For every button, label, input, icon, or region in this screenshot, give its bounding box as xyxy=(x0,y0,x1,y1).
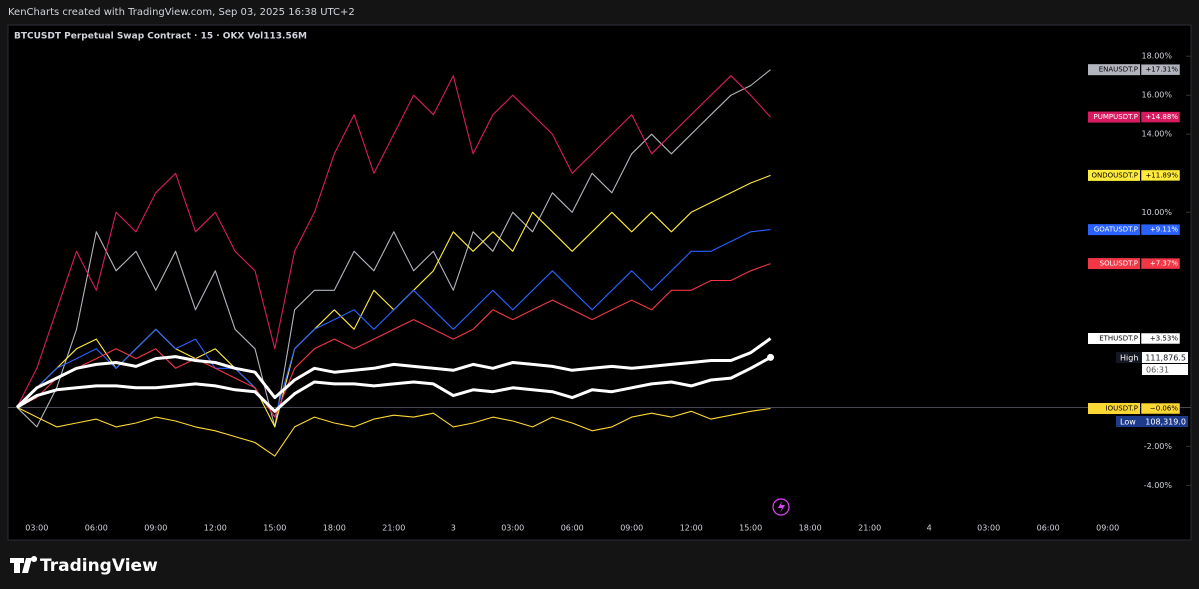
x-tick-label: 18:00 xyxy=(799,524,822,533)
x-tick-label: 12:00 xyxy=(680,524,703,533)
tag-value: +3.53% xyxy=(1150,334,1178,342)
last-point xyxy=(767,353,775,361)
tag-name-box xyxy=(1088,332,1140,344)
tags: ENAUSDT.P +17.31% PUMPUSDT.P +14.88% ONDOUSD… xyxy=(1088,63,1181,415)
tag-value: +14.88% xyxy=(1145,113,1178,121)
low-label: Low xyxy=(1120,418,1136,427)
x-tick-label: 12:00 xyxy=(204,524,227,533)
header-text: KenCharts created with TradingView.com, … xyxy=(8,7,355,18)
tag-value-box xyxy=(1140,223,1181,236)
tag-name-box xyxy=(1088,64,1140,76)
x-tick-label: 3 xyxy=(451,524,456,533)
tag-name-box xyxy=(1088,224,1140,236)
tag-value-box xyxy=(1140,402,1181,415)
tag-value-box xyxy=(1140,257,1181,270)
x-tick-label: 06:00 xyxy=(85,524,108,533)
alert-icon[interactable] xyxy=(772,498,790,516)
low-tag xyxy=(1116,416,1188,427)
chart-title: BTCUSDT Perpetual Swap Contract · 15 · O… xyxy=(14,32,307,42)
x-tick-label: 15:00 xyxy=(739,524,762,533)
countdown: 06:31 xyxy=(1146,366,1169,375)
low-value: 108,319.0 xyxy=(1145,418,1186,427)
tag-name: PUMPUSDT.P xyxy=(1094,113,1138,121)
x-tick-label: 15:00 xyxy=(263,524,286,533)
x-tick-label: 18:00 xyxy=(323,524,346,533)
x-tick-label: 09:00 xyxy=(144,524,167,533)
high-label: High xyxy=(1120,354,1138,363)
x-tick-label: 09:00 xyxy=(1096,524,1119,533)
x-tick-label: 4 xyxy=(927,524,932,533)
y-tick-label: -4.00% xyxy=(1144,481,1173,490)
alert-icon-bolt xyxy=(778,501,785,513)
footer-logo xyxy=(10,556,38,573)
tag-name: SOLUSDT.P xyxy=(1100,260,1138,268)
y-tick-label: 16.00% xyxy=(1141,91,1172,100)
series-line xyxy=(15,337,772,409)
y-tick-label: 14.00% xyxy=(1141,130,1172,139)
chart-area xyxy=(7,24,1192,541)
x-tick-label: 03:00 xyxy=(501,524,524,533)
series-line xyxy=(16,356,772,413)
x-tick-label: 06:00 xyxy=(561,524,584,533)
x-tick-label: 21:00 xyxy=(858,524,881,533)
high-value: 111,876.5 xyxy=(1145,354,1186,363)
tag-value: +7.37% xyxy=(1150,260,1178,268)
plot: 18.00% 16.00% 14.00% 10.00% -2.00% -4.00% 03:0… xyxy=(8,52,1191,533)
series-line xyxy=(16,406,771,457)
tag-name: ETHUSDT.P xyxy=(1099,334,1138,342)
tag-name-box xyxy=(1088,258,1140,270)
x-tick-label: 06:00 xyxy=(1037,524,1060,533)
tag-value-box xyxy=(1140,332,1181,345)
tag-value-box xyxy=(1140,169,1181,182)
series-line xyxy=(16,263,771,418)
high-tag xyxy=(1116,352,1188,363)
tag-name-box xyxy=(1088,403,1140,415)
y-tick-label: -2.00% xyxy=(1144,442,1173,451)
series-line xyxy=(16,75,771,408)
x-tick-label: 09:00 xyxy=(620,524,643,533)
x-tick-label: 21:00 xyxy=(382,524,405,533)
tag-value: −0.06% xyxy=(1150,405,1178,413)
tag-value: +17.31% xyxy=(1145,66,1178,74)
tag-name: ENAUSDT.P xyxy=(1099,66,1138,74)
y-tick-label: 18.00% xyxy=(1141,52,1172,61)
price-tags: High 111,876.5 06:31 Low 108,319.0 xyxy=(1116,352,1188,427)
tag-value: +11.89% xyxy=(1145,171,1178,179)
countdown-tag xyxy=(1142,364,1188,375)
tag-name-box xyxy=(1088,111,1140,123)
tag-value-box xyxy=(1140,111,1181,123)
tag-name: GOATUSDT.P xyxy=(1094,226,1138,234)
y-tick-label: 10.00% xyxy=(1141,208,1172,217)
footer-text: TradingView xyxy=(40,556,158,576)
tag-name: ONDOUSDT.P xyxy=(1092,171,1139,179)
series-line xyxy=(16,229,771,418)
x-tick-label: 03:00 xyxy=(25,524,48,533)
high-tag-label-box xyxy=(1116,352,1142,363)
tag-value-box xyxy=(1140,63,1181,76)
tag-name-box xyxy=(1088,169,1140,181)
tag-value: +9.11% xyxy=(1150,226,1178,234)
x-tick-label: 03:00 xyxy=(977,524,1000,533)
tag-name: IOUSDT.P xyxy=(1106,405,1138,413)
